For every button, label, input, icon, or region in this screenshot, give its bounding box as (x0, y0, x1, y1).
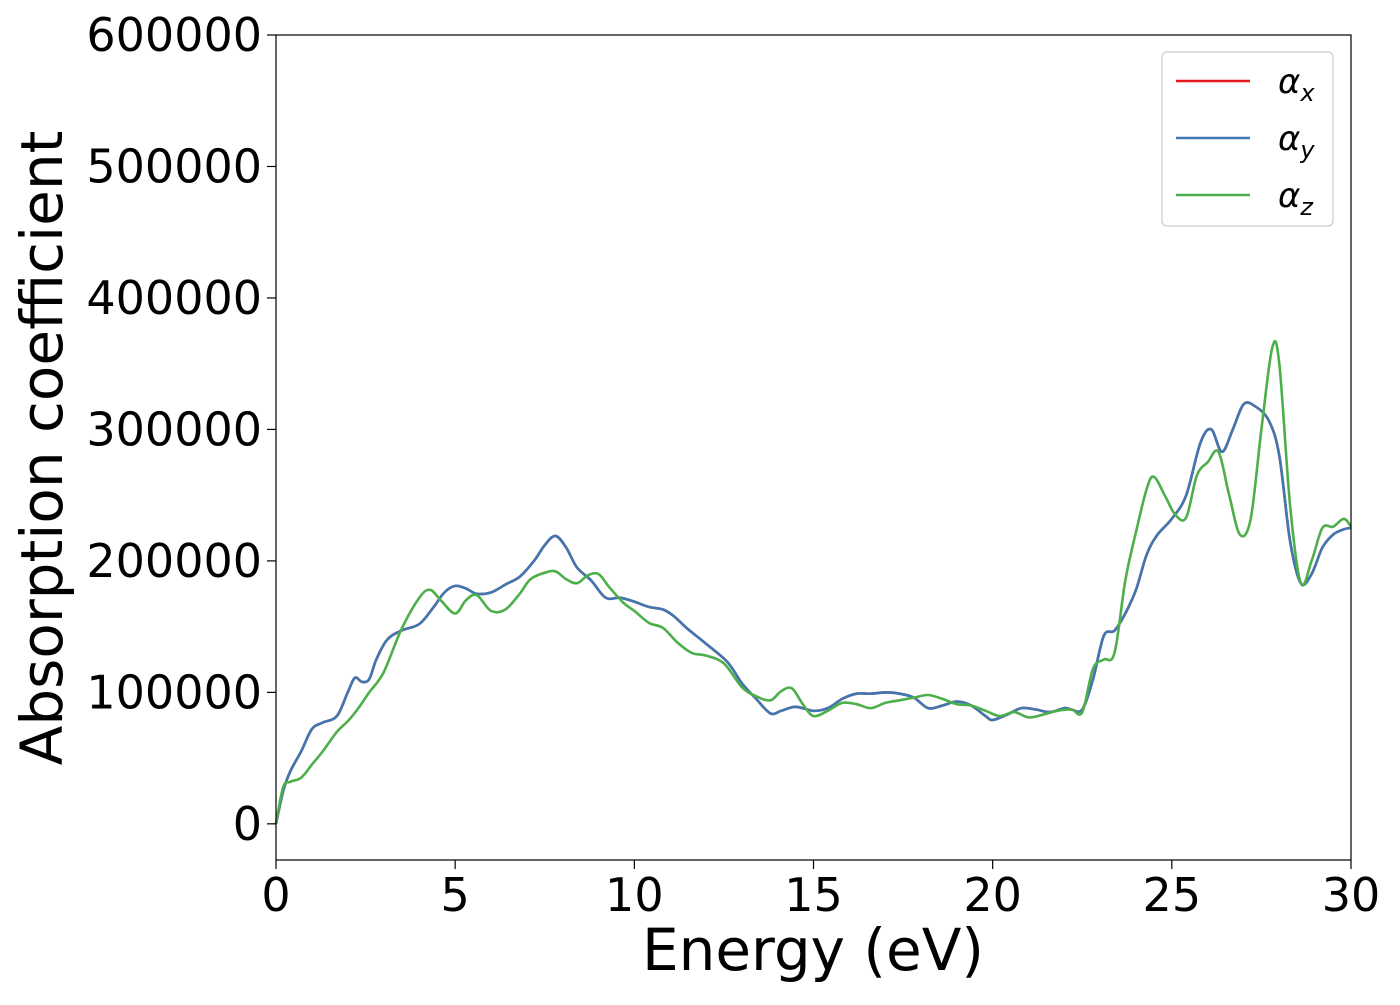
x-tick-label: 20 (963, 868, 1022, 922)
y-tick-label: 200000 (86, 534, 262, 588)
series-line-alpha-x (274, 401, 1352, 825)
x-tick-label: 5 (441, 868, 470, 922)
x-tick-label: 10 (605, 868, 664, 922)
x-tick-label: 30 (1322, 868, 1381, 922)
y-tick-label: 100000 (86, 665, 262, 719)
y-axis-label: Absorption coefficient (8, 131, 76, 766)
y-tick-label: 400000 (86, 271, 262, 325)
series-line-alpha-y (274, 401, 1352, 825)
y-tick-label: 600000 (86, 8, 262, 62)
x-axis-label: Energy (eV) (642, 916, 984, 984)
x-tick-label: 25 (1143, 868, 1202, 922)
series-line-alpha-z (274, 339, 1353, 825)
y-tick-label: 500000 (86, 139, 262, 193)
y-tick-label: 300000 (86, 402, 262, 456)
y-tick-label: 0 (233, 797, 262, 851)
x-tick-label: 0 (261, 868, 290, 922)
series-layer (274, 339, 1353, 825)
x-tick-label: 15 (784, 868, 843, 922)
y-axis: 0 100000 200000 300000 400000 500000 600000 (86, 8, 276, 851)
x-axis: 0 5 10 15 20 25 30 (261, 860, 1380, 922)
